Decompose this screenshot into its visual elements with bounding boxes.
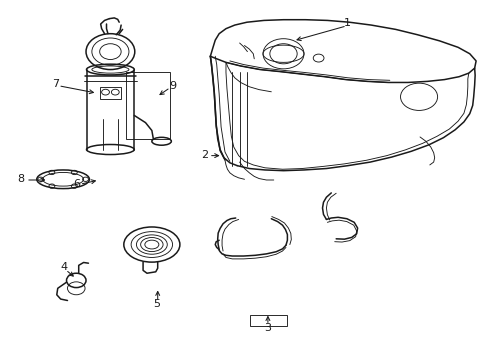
Text: 3: 3 bbox=[264, 323, 271, 333]
Bar bbox=[126, 72, 170, 139]
Text: 7: 7 bbox=[52, 79, 59, 89]
Text: 8: 8 bbox=[18, 174, 25, 184]
Text: 4: 4 bbox=[61, 262, 67, 272]
Text: 1: 1 bbox=[343, 18, 350, 28]
Text: 5: 5 bbox=[153, 299, 160, 309]
Text: 9: 9 bbox=[168, 81, 176, 91]
Text: 6: 6 bbox=[73, 179, 80, 189]
Bar bbox=[250, 315, 286, 326]
Bar bbox=[100, 87, 121, 99]
Text: 2: 2 bbox=[201, 150, 208, 160]
